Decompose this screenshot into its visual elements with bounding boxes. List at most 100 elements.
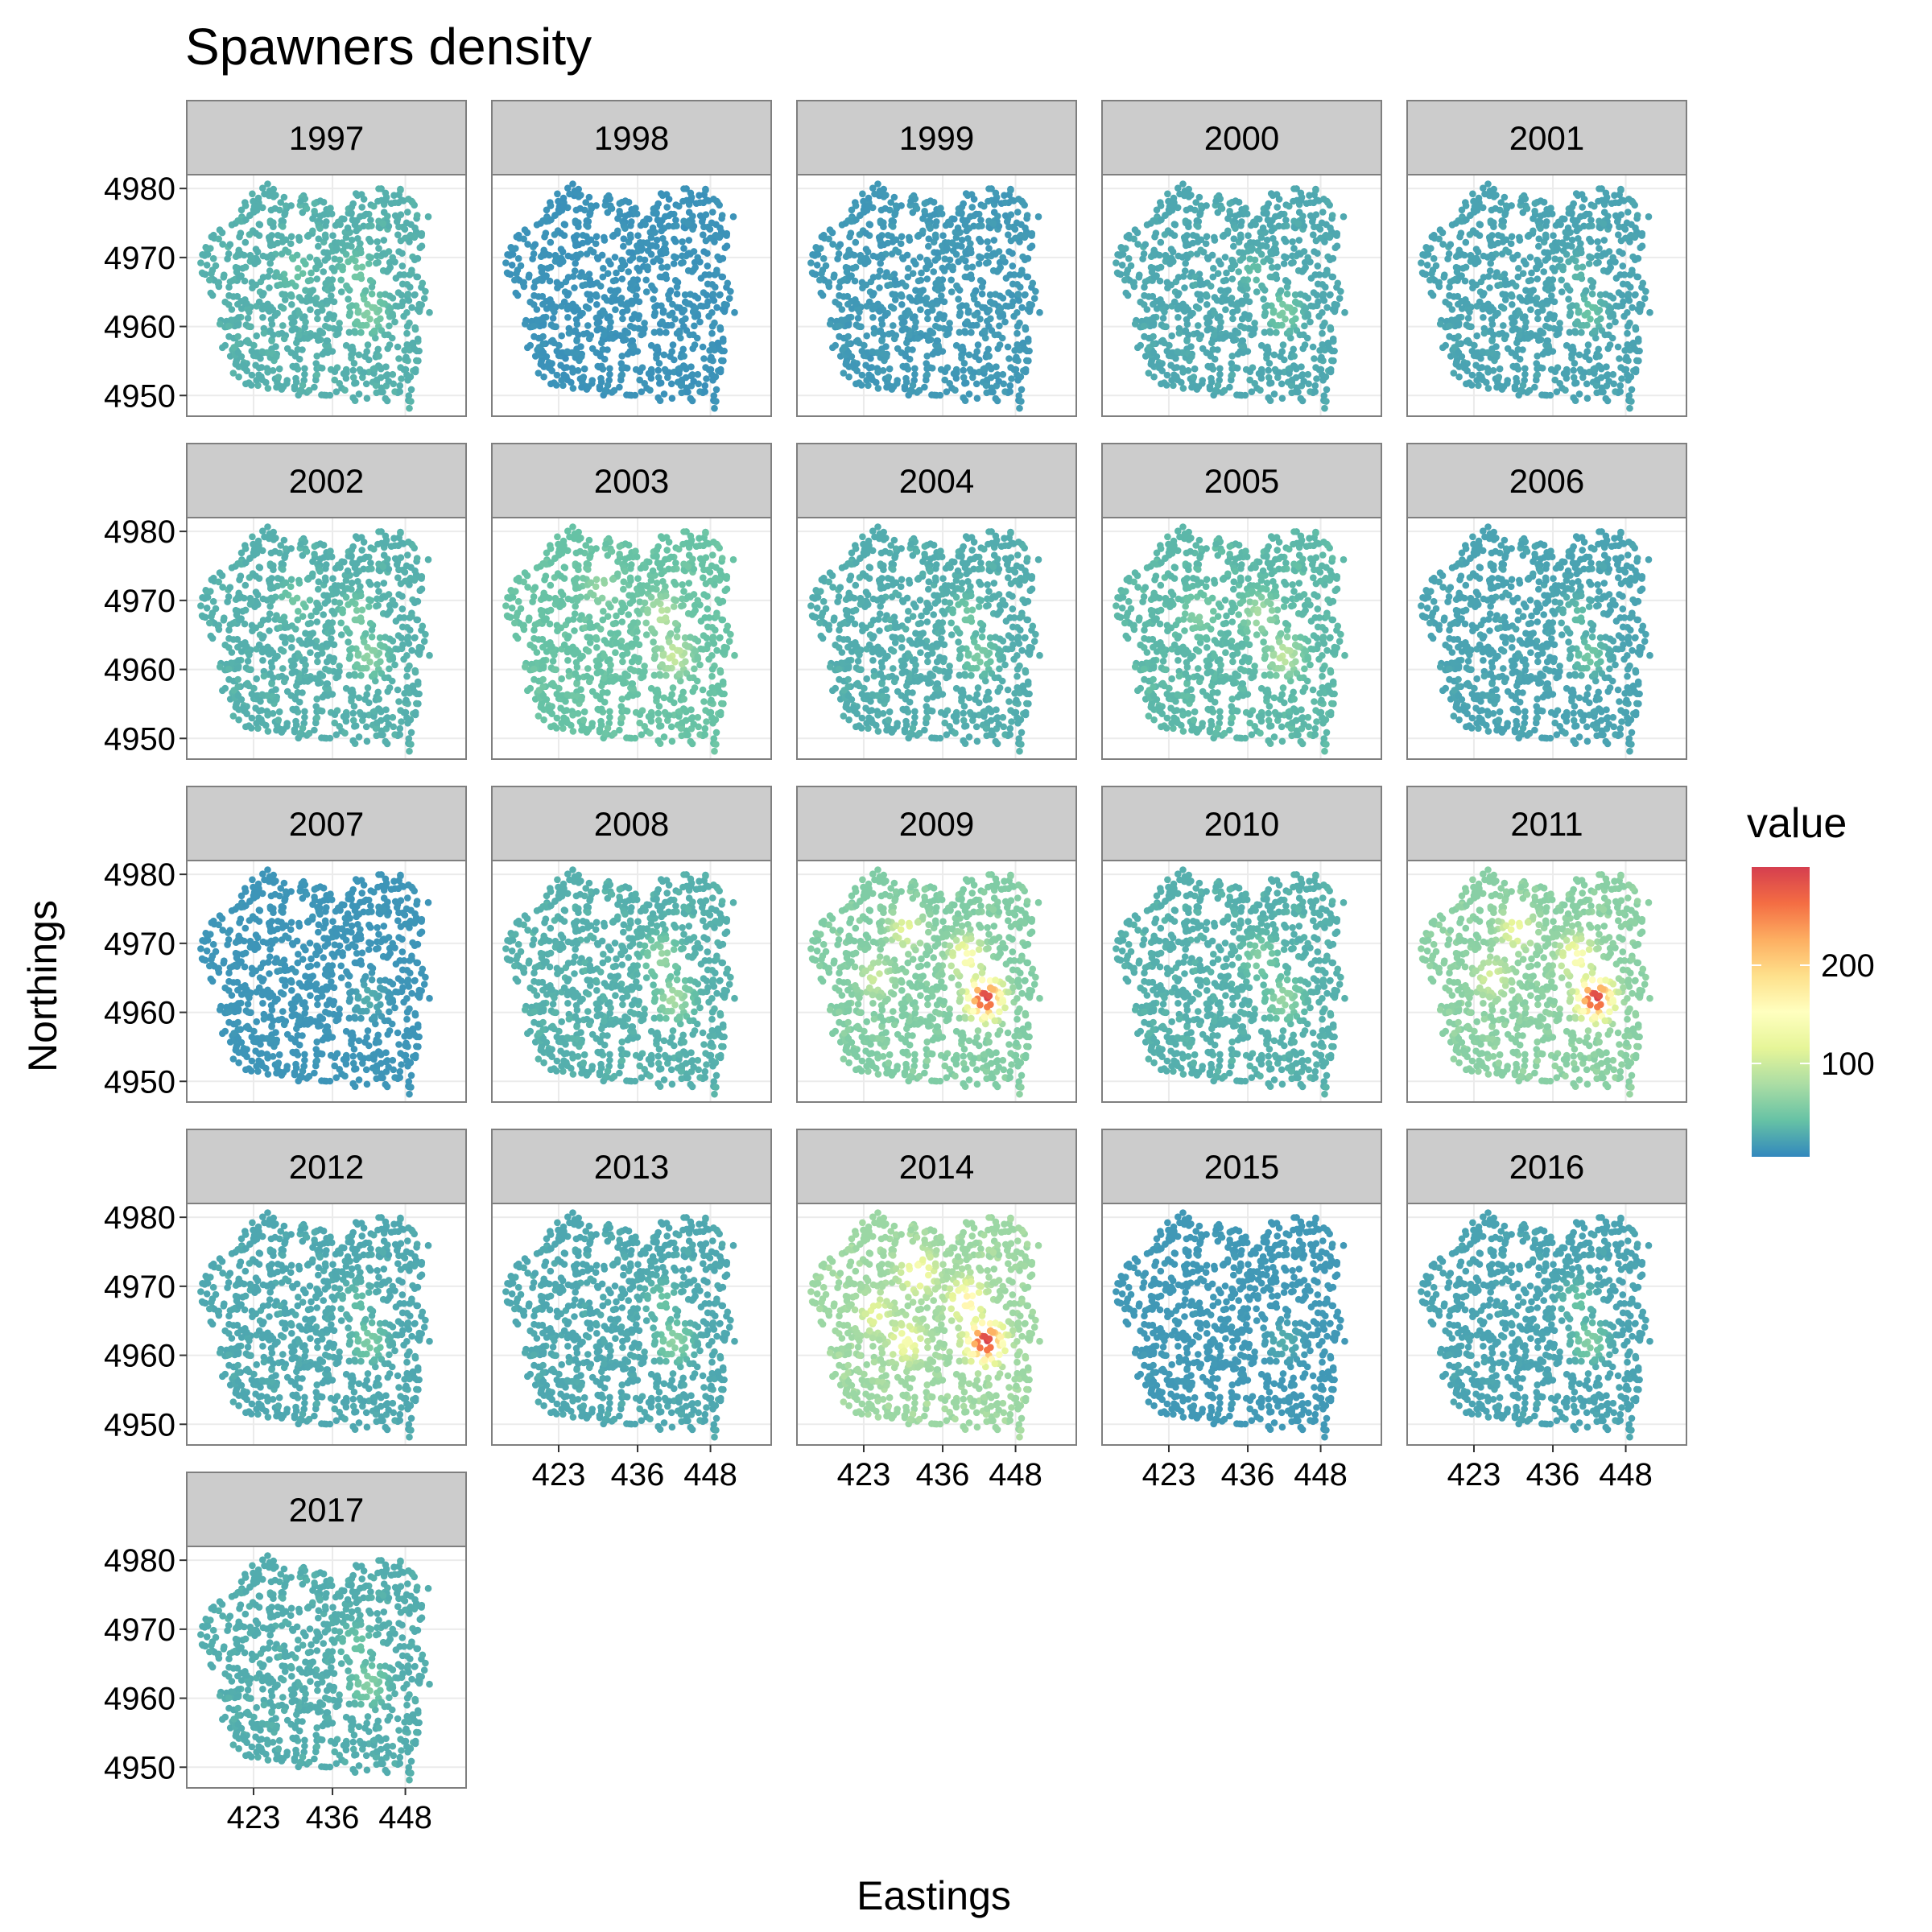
data-point bbox=[326, 311, 333, 318]
data-point bbox=[813, 262, 821, 269]
data-point bbox=[1170, 371, 1178, 379]
data-point bbox=[914, 277, 923, 285]
data-point bbox=[1314, 280, 1322, 288]
data-point bbox=[569, 385, 577, 392]
data-point bbox=[1015, 196, 1022, 203]
data-point bbox=[575, 223, 582, 231]
data-point bbox=[345, 671, 353, 679]
data-point bbox=[954, 224, 962, 232]
data-point bbox=[679, 238, 686, 246]
data-point bbox=[539, 349, 547, 357]
data-point bbox=[420, 295, 428, 303]
data-point bbox=[1005, 355, 1013, 362]
data-point bbox=[530, 322, 538, 330]
data-point bbox=[1573, 264, 1581, 271]
data-point bbox=[236, 233, 243, 241]
data-point bbox=[1226, 208, 1233, 215]
data-point bbox=[1179, 369, 1187, 376]
data-point bbox=[593, 301, 601, 308]
data-point bbox=[508, 262, 516, 269]
data-point bbox=[621, 225, 629, 233]
data-point bbox=[588, 345, 597, 353]
data-point bbox=[1624, 323, 1632, 330]
data-point bbox=[1476, 298, 1484, 306]
data-point bbox=[1517, 386, 1524, 394]
data-point bbox=[205, 276, 213, 284]
data-point bbox=[1602, 196, 1610, 204]
data-point bbox=[1254, 263, 1261, 270]
data-point bbox=[824, 279, 832, 287]
data-point bbox=[673, 290, 681, 298]
data-point bbox=[876, 284, 883, 291]
data-point bbox=[411, 256, 419, 264]
data-point bbox=[339, 263, 346, 270]
data-point bbox=[304, 335, 312, 342]
data-point bbox=[1534, 315, 1542, 323]
data-point bbox=[1150, 300, 1157, 308]
data-point bbox=[264, 273, 272, 280]
data-point bbox=[836, 278, 844, 286]
data-point bbox=[663, 204, 671, 211]
data-point bbox=[377, 374, 385, 382]
data-point bbox=[343, 282, 350, 290]
data-point bbox=[1340, 213, 1348, 221]
data-point bbox=[242, 581, 250, 589]
data-point bbox=[1466, 308, 1473, 316]
data-point bbox=[1588, 283, 1596, 291]
data-point bbox=[270, 331, 277, 339]
data-point bbox=[1551, 368, 1559, 376]
data-point bbox=[1208, 374, 1215, 382]
data-point bbox=[296, 386, 304, 394]
data-point bbox=[630, 276, 638, 283]
data-point bbox=[1535, 242, 1542, 250]
data-point bbox=[952, 233, 960, 242]
data-point bbox=[1158, 299, 1166, 308]
data-point bbox=[1469, 190, 1476, 198]
data-point bbox=[973, 348, 980, 356]
data-point bbox=[571, 284, 578, 291]
data-point bbox=[1008, 375, 1015, 382]
data-point bbox=[342, 233, 350, 242]
data-point bbox=[1455, 250, 1463, 258]
data-point bbox=[878, 254, 886, 262]
data-point bbox=[1232, 225, 1239, 233]
data-point bbox=[1161, 308, 1168, 316]
data-point bbox=[1556, 256, 1564, 264]
data-point bbox=[999, 254, 1006, 262]
data-point bbox=[1226, 200, 1234, 207]
data-point bbox=[618, 371, 626, 378]
data-point bbox=[1140, 250, 1148, 258]
data-point bbox=[1308, 218, 1316, 225]
data-point bbox=[1023, 212, 1031, 219]
data-point bbox=[405, 196, 412, 203]
data-point bbox=[933, 218, 940, 225]
data-point bbox=[225, 332, 233, 341]
data-point bbox=[616, 208, 623, 215]
data-point bbox=[328, 607, 336, 615]
data-point bbox=[1023, 347, 1031, 355]
data-point bbox=[1464, 315, 1472, 322]
data-point bbox=[844, 340, 852, 348]
data-point bbox=[386, 322, 393, 330]
data-point bbox=[672, 217, 679, 224]
data-point bbox=[819, 254, 828, 262]
data-point bbox=[902, 283, 910, 290]
data-point bbox=[376, 291, 384, 299]
data-point bbox=[538, 358, 545, 366]
data-point bbox=[1196, 211, 1203, 219]
data-point bbox=[1619, 280, 1627, 288]
data-point bbox=[208, 270, 215, 278]
data-point bbox=[1548, 210, 1556, 218]
data-point bbox=[351, 380, 358, 387]
data-point bbox=[569, 369, 576, 376]
data-point bbox=[1314, 262, 1322, 270]
data-point bbox=[1163, 371, 1171, 379]
data-point bbox=[291, 363, 299, 371]
data-point bbox=[1014, 208, 1022, 216]
data-point bbox=[1036, 308, 1043, 316]
data-point bbox=[389, 312, 397, 320]
data-point bbox=[1229, 258, 1237, 266]
data-point bbox=[1258, 282, 1265, 290]
data-point bbox=[925, 242, 932, 250]
